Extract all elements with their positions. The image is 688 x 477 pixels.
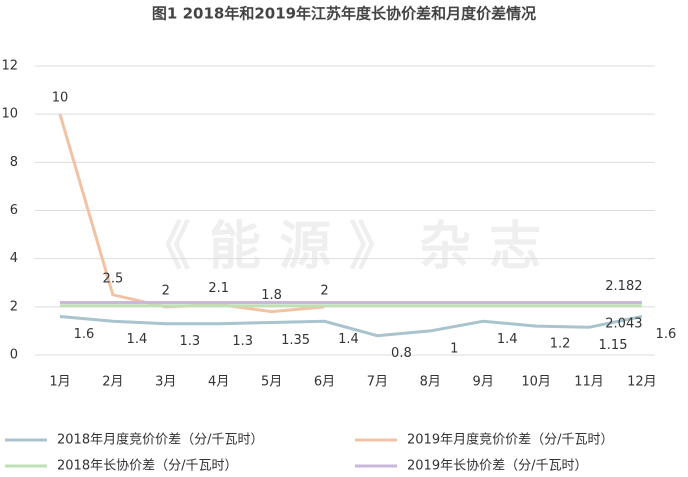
data-label: 2.5 [103, 271, 124, 286]
data-label: 1.4 [338, 332, 359, 347]
y-tick-label: 2 [10, 299, 18, 314]
x-tick-label: 9月 [473, 375, 494, 390]
x-tick-label: 3月 [155, 375, 176, 390]
y-tick-label: 0 [10, 348, 18, 363]
data-label: 1.6 [74, 327, 95, 342]
data-label: 1.3 [232, 334, 253, 349]
y-tick-label: 10 [1, 107, 18, 122]
data-label: 1.2 [550, 337, 571, 352]
data-label: 1 [450, 341, 458, 356]
data-label: 1.6 [656, 327, 677, 342]
x-tick-label: 2月 [102, 375, 123, 390]
x-tick-label: 7月 [367, 375, 388, 390]
legend-label: 2019年月度竞价价差（分/千瓦时） [407, 432, 613, 448]
x-tick-label: 12月 [627, 375, 657, 390]
x-tick-label: 5月 [261, 375, 282, 390]
legend-label: 2018年长协价差（分/千瓦时） [57, 459, 237, 474]
series-line [58, 113, 325, 314]
legend-label: 2018年月度竞价价差（分/千瓦时） [57, 432, 263, 448]
x-tick-label: 11月 [574, 375, 604, 390]
data-label: 1.15 [599, 338, 628, 353]
data-label: 1.3 [179, 334, 200, 349]
data-label: 1.8 [261, 288, 282, 303]
y-tick-label: 12 [1, 59, 18, 74]
data-label: 0.8 [391, 346, 412, 361]
y-tick-label: 8 [10, 155, 18, 170]
data-label: 1.4 [497, 332, 518, 347]
data-label: 1.35 [281, 333, 310, 348]
chart-title: 图1 2018年和2019年江苏年度长协价差和月度价差情况 [152, 5, 536, 23]
x-tick-label: 1月 [49, 375, 70, 390]
legend-label: 2019年长协价差（分/千瓦时） [407, 459, 587, 474]
data-label: 1.4 [127, 332, 148, 347]
data-label: 2.1 [208, 281, 229, 296]
x-tick-label: 4月 [208, 375, 229, 390]
data-label: 2 [162, 283, 170, 298]
watermark: 《 能 源 》 杂 志 [139, 217, 542, 277]
x-tick-label: 8月 [420, 375, 441, 390]
data-label: 2.043 [605, 316, 642, 331]
data-label: 2.182 [605, 279, 642, 294]
series-line [59, 314, 643, 338]
data-label: 2 [320, 283, 328, 298]
x-tick-label: 10月 [521, 375, 551, 390]
x-tick-label: 6月 [314, 375, 335, 390]
data-label: 10 [52, 91, 69, 106]
y-tick-label: 6 [10, 203, 18, 218]
y-tick-label: 4 [10, 251, 18, 266]
